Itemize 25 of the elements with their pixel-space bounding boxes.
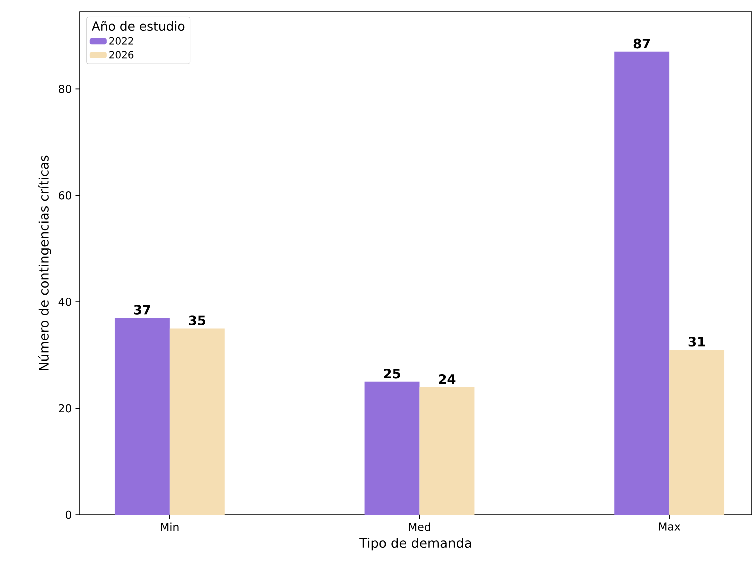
- x-tick-label: Max: [659, 522, 681, 531]
- data-label: 31: [688, 337, 706, 347]
- legend-label: 2022: [110, 37, 134, 45]
- data-label: 35: [189, 316, 206, 326]
- data-label: 37: [134, 305, 150, 315]
- bar: [170, 328, 225, 515]
- bar: [614, 52, 670, 515]
- data-label: 24: [439, 374, 456, 384]
- bar: [364, 382, 420, 515]
- y-tick-label: 20: [59, 404, 72, 413]
- legend-label: 2026: [110, 51, 134, 59]
- x-tick-label: Med: [409, 522, 430, 532]
- bar: [670, 350, 725, 515]
- x-axis-title: Tipo de demanda: [360, 538, 472, 551]
- bar: [114, 318, 170, 515]
- y-tick-label: 40: [58, 298, 72, 306]
- x-tick-label: Min: [161, 522, 179, 532]
- data-label: 87: [634, 38, 650, 49]
- y-tick-label: 60: [59, 191, 72, 200]
- bar: [420, 387, 475, 515]
- data-label: 25: [384, 368, 400, 379]
- legend-title: Año de estudio: [92, 21, 185, 32]
- y-axis-title: Número de contingencias críticas: [38, 156, 52, 370]
- y-tick-label: 80: [59, 85, 72, 94]
- y-tick-label: 0: [66, 510, 72, 520]
